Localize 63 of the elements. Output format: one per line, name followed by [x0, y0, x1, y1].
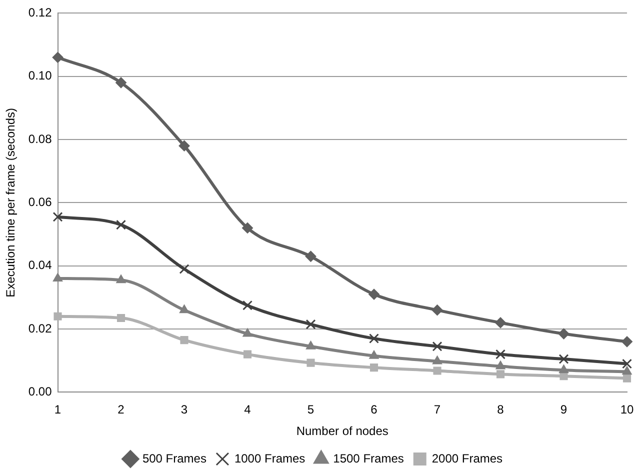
point	[116, 274, 126, 284]
x-tick-label: 8	[497, 402, 504, 417]
x-tick-label: 10	[620, 402, 634, 417]
y-tick-label: 0.06	[28, 195, 52, 210]
point	[496, 370, 505, 378]
point	[622, 374, 632, 382]
point	[52, 273, 63, 282]
point	[622, 366, 632, 375]
point	[306, 340, 316, 350]
point	[179, 264, 190, 274]
x-tick-label: 9	[560, 402, 568, 417]
point	[116, 77, 127, 88]
y-axis-title: Execution time per frame (seconds)	[4, 108, 18, 298]
point	[369, 334, 379, 344]
x-axis-title: Number of nodes	[296, 424, 388, 438]
legend-label: 2000 Frames	[432, 451, 503, 466]
x-tick-label: 5	[307, 402, 314, 417]
point	[432, 304, 443, 316]
point	[242, 328, 252, 337]
y-tick-label: 0.08	[28, 132, 52, 146]
x-tick-label: 4	[244, 402, 252, 417]
x-tick-label: 7	[434, 402, 441, 417]
point	[496, 360, 506, 370]
x-tick-label: 6	[370, 402, 378, 417]
y-tick-label: 0.12	[28, 6, 52, 20]
y-tick-label: 0.10	[28, 68, 52, 83]
point	[242, 222, 254, 234]
x-tick-label: 2	[118, 402, 125, 417]
point	[306, 319, 316, 330]
point	[368, 288, 380, 300]
point	[52, 212, 63, 222]
point	[52, 52, 64, 63]
point	[496, 349, 506, 360]
y-tick-label: 0.04	[28, 258, 52, 272]
point	[369, 350, 379, 359]
point	[54, 312, 62, 320]
point	[180, 336, 188, 344]
point	[116, 314, 126, 322]
point	[433, 366, 442, 375]
point	[178, 140, 190, 152]
legend-label: 1000 Frames	[234, 451, 306, 466]
point	[558, 328, 570, 340]
point	[242, 300, 252, 310]
legend-label: 1500 Frames	[333, 451, 404, 466]
x-tick-label: 1	[54, 402, 62, 417]
y-tick-label: 0.02	[28, 321, 52, 336]
x-tick-label: 3	[180, 402, 188, 417]
point	[622, 336, 632, 348]
point	[306, 358, 315, 367]
point	[558, 364, 569, 374]
point	[622, 358, 632, 369]
point	[495, 317, 506, 328]
point	[432, 341, 442, 352]
point	[560, 372, 568, 380]
point	[179, 304, 190, 314]
point	[558, 354, 569, 364]
point	[370, 364, 378, 372]
point	[116, 220, 126, 230]
y-tick-label: 0.00	[28, 384, 52, 399]
point	[432, 356, 442, 364]
point	[243, 350, 252, 358]
legend-label: 500 Frames	[142, 451, 206, 466]
point	[305, 250, 316, 262]
